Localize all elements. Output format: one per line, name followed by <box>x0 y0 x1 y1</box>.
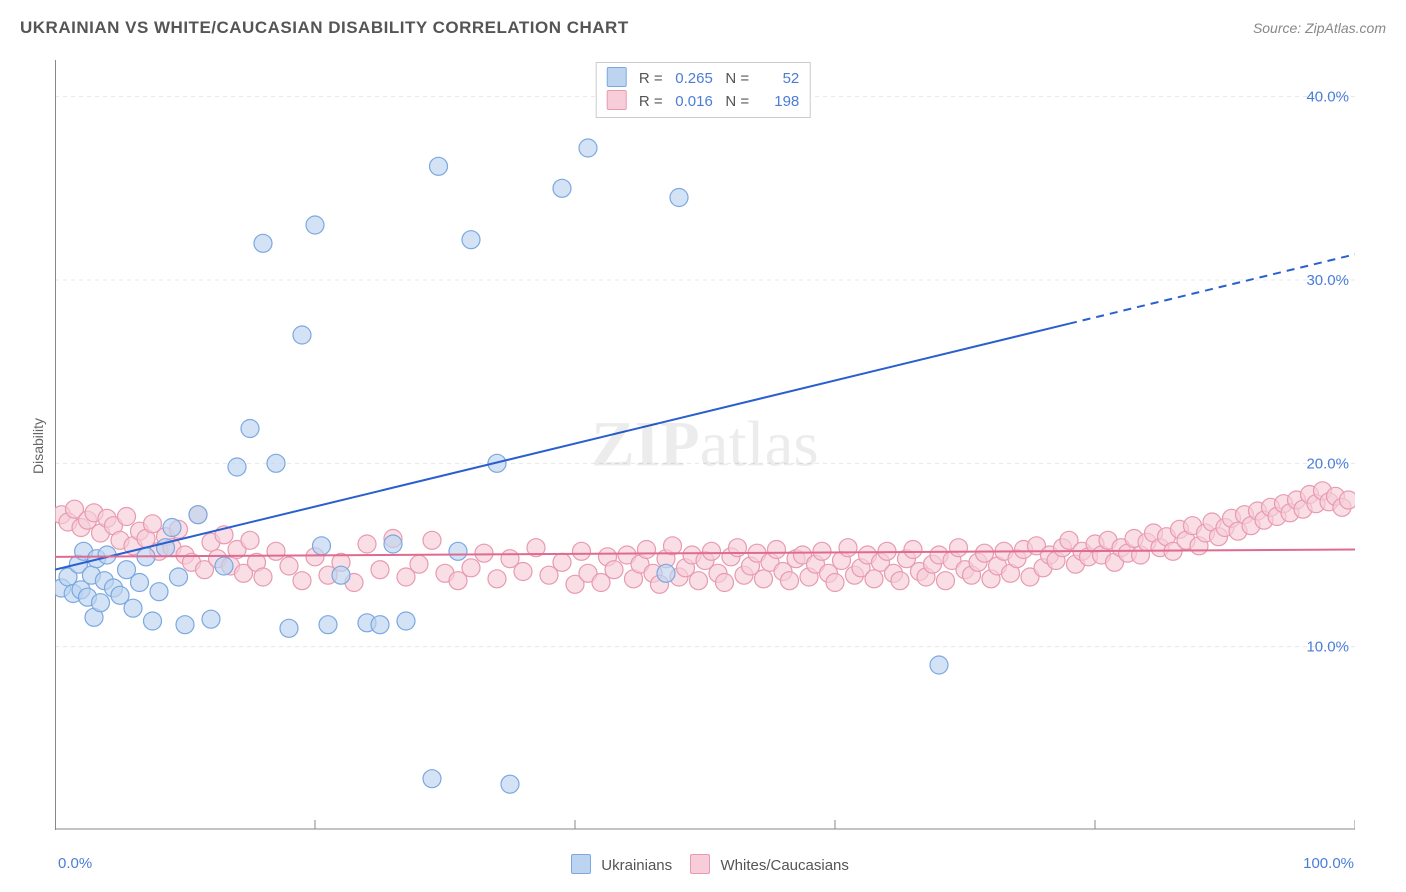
chart-title: UKRAINIAN VS WHITE/CAUCASIAN DISABILITY … <box>20 18 629 38</box>
svg-text:10.0%: 10.0% <box>1306 639 1349 656</box>
y-axis-label: Disability <box>30 418 46 474</box>
correlation-legend: R = 0.265 N = 52 R = 0.016 N = 198 <box>596 62 811 118</box>
footer-swatch-2 <box>690 854 710 874</box>
legend-row-whites: R = 0.016 N = 198 <box>607 90 800 113</box>
chart-area: 10.0%20.0%30.0%40.0% ZIPatlas <box>55 60 1355 830</box>
series-legend: Ukrainians Whites/Caucasians <box>0 854 1406 874</box>
legend-swatch-1 <box>607 67 627 87</box>
legend-row-ukrainians: R = 0.265 N = 52 <box>607 67 800 90</box>
svg-text:30.0%: 30.0% <box>1306 272 1349 289</box>
svg-text:40.0%: 40.0% <box>1306 89 1349 106</box>
footer-label-2: Whites/Caucasians <box>721 857 849 874</box>
svg-text:20.0%: 20.0% <box>1306 455 1349 472</box>
scatter-plot-svg: 10.0% 20.0% 30.0% 40.0% <box>55 60 1355 830</box>
legend-swatch-2 <box>607 90 627 110</box>
footer-label-1: Ukrainians <box>601 857 672 874</box>
footer-swatch-1 <box>571 854 591 874</box>
source-label: Source: ZipAtlas.com <box>1253 20 1386 36</box>
